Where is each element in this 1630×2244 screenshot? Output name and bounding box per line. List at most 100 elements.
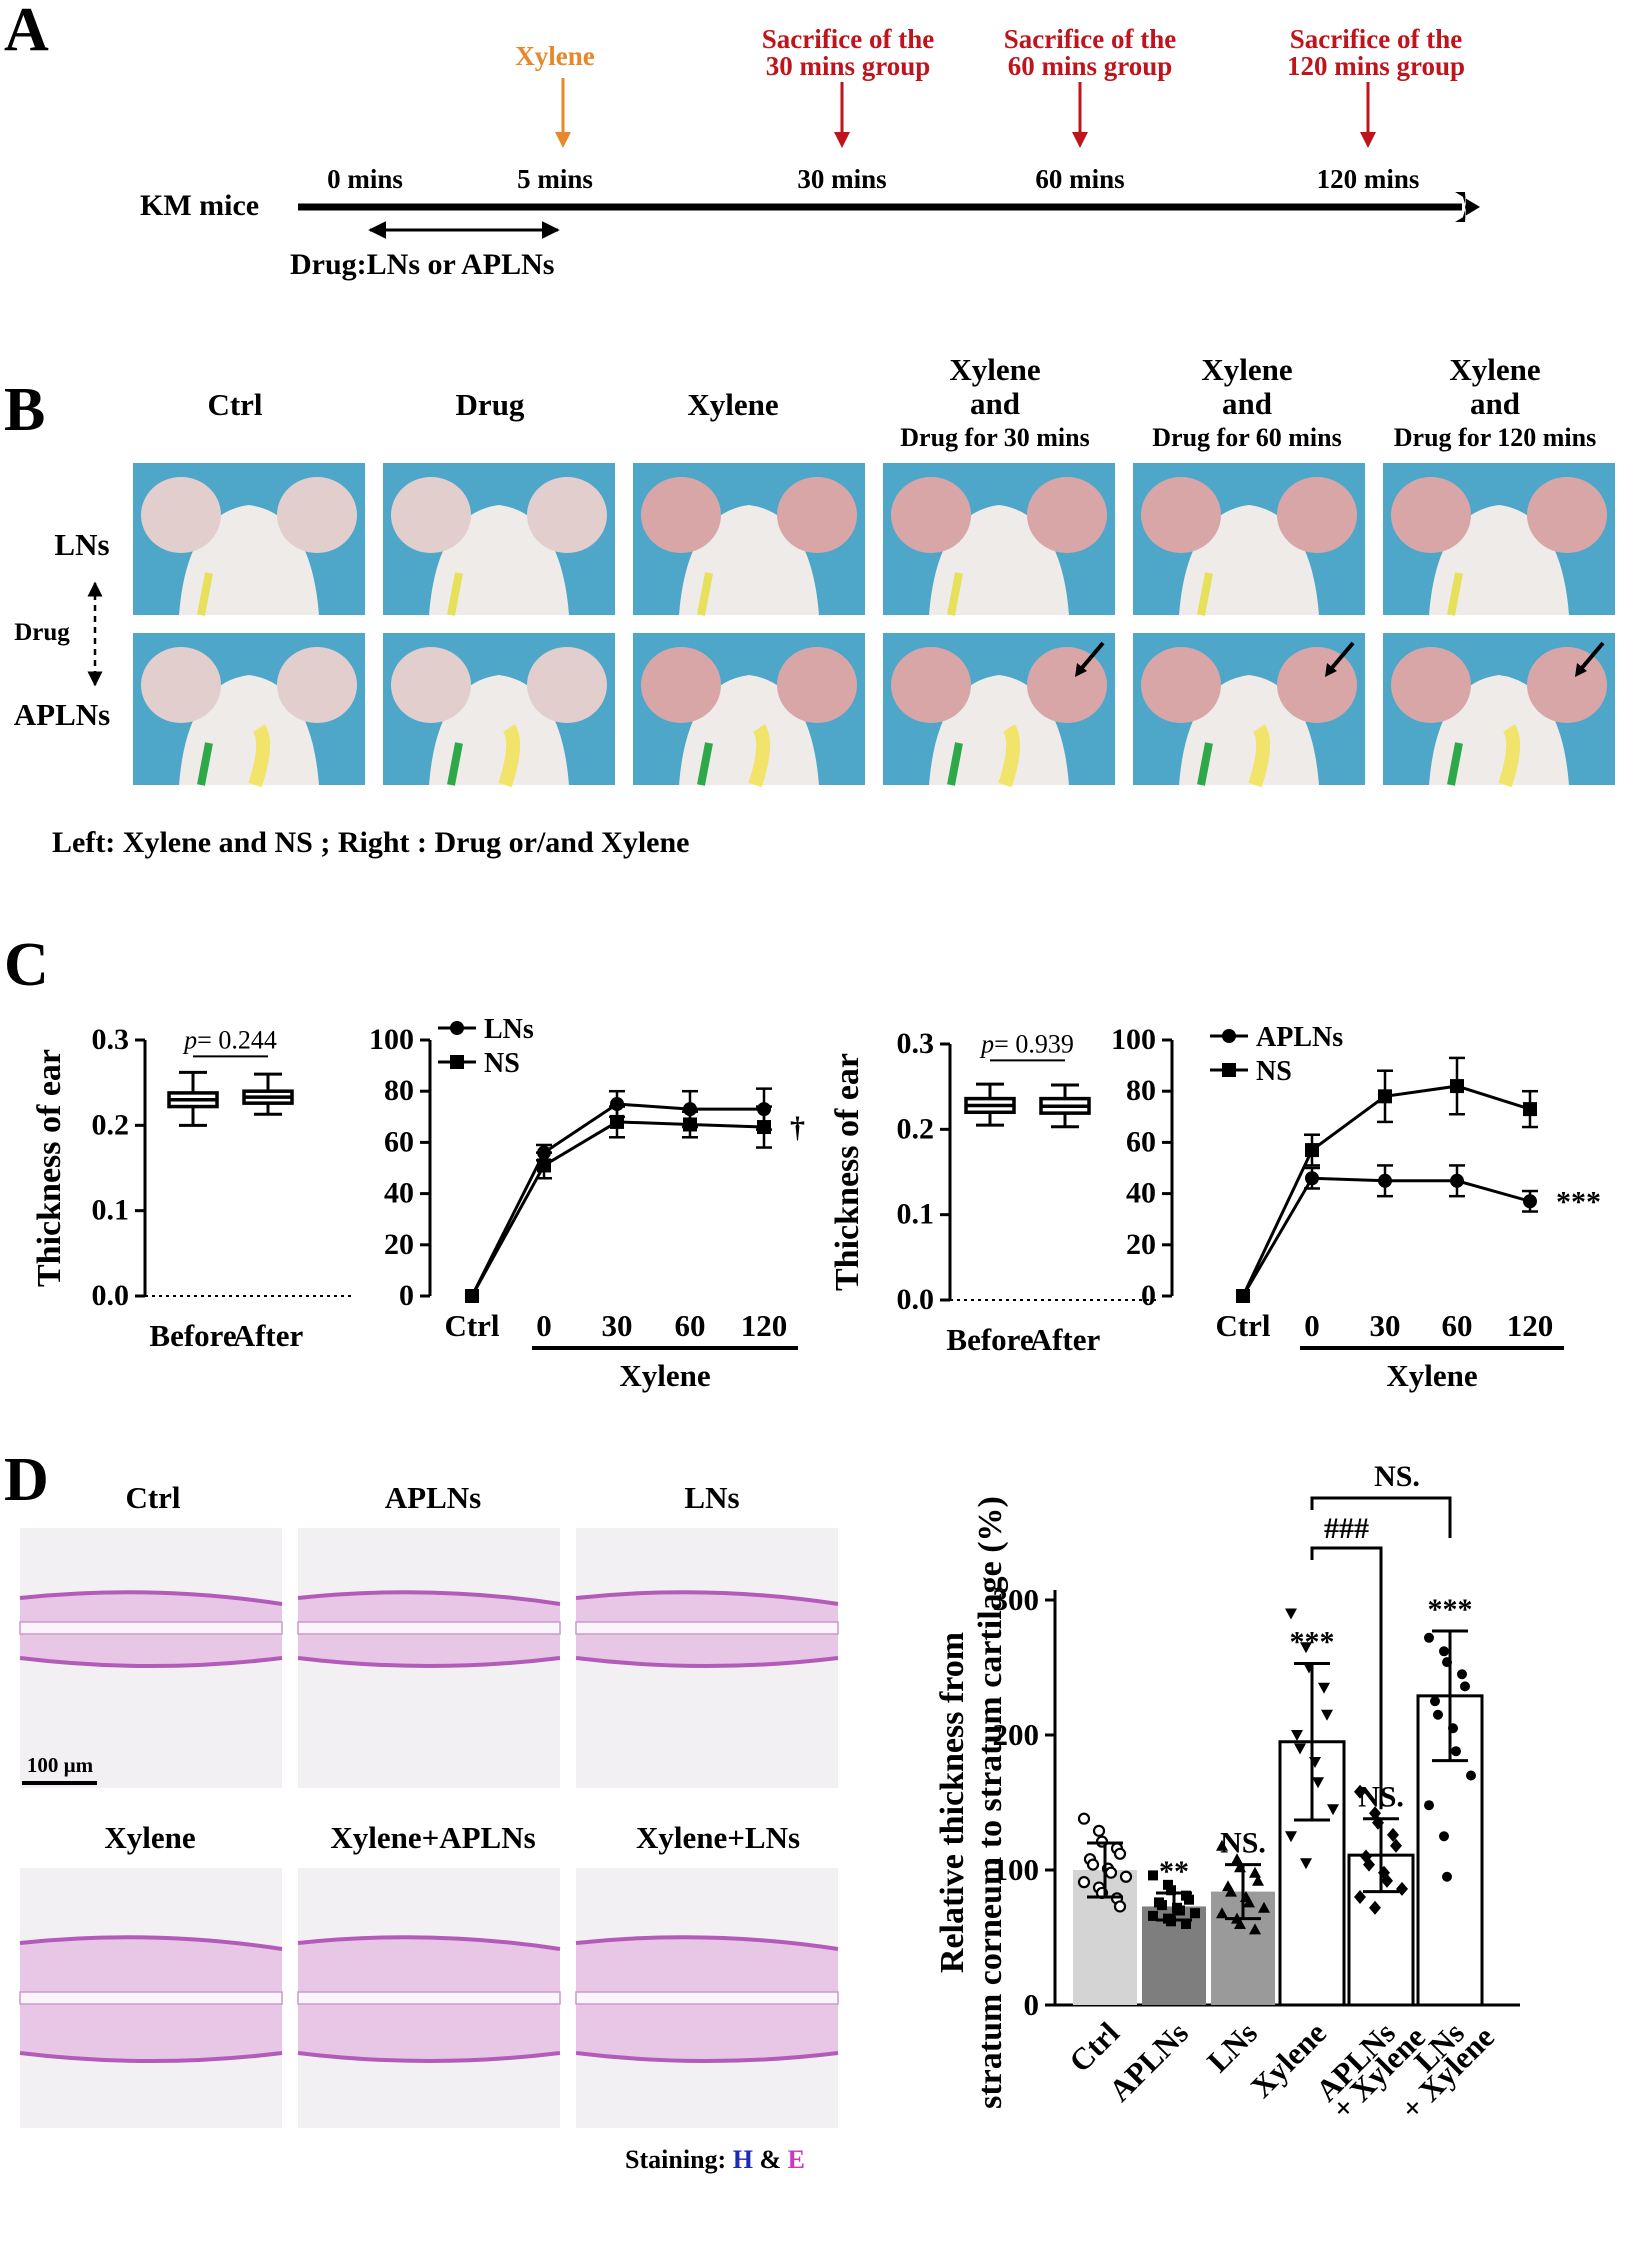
data-point (1234, 1918, 1246, 1929)
data-point (1249, 1866, 1261, 1878)
right-ear (277, 477, 357, 553)
legend-label: NS (1256, 1056, 1292, 1087)
data-point (1092, 1824, 1106, 1837)
col-header-120-line1: Xylene (1449, 352, 1540, 387)
x-tick-label: APLNs (1102, 2015, 1195, 2108)
data-point (1285, 1608, 1297, 1620)
col-header-30-line3: Drug for 30 mins (900, 423, 1089, 452)
dye-mark (947, 742, 963, 786)
data-point (1119, 1870, 1133, 1883)
data-point (1327, 1804, 1339, 1816)
cartilage-layer (19, 1621, 283, 1635)
col-header-60-line2: and (1222, 386, 1272, 421)
right-ear (1277, 647, 1357, 723)
histology-image-r1-c1 (297, 1868, 561, 2128)
significance-label: ** (1159, 1855, 1189, 1888)
data-point (1390, 1838, 1402, 1853)
panel-letter-a: A (4, 0, 49, 64)
epidermis-bottom (19, 2051, 283, 2063)
timeline-tick-60: 60 mins (1035, 164, 1124, 194)
timeline-tick-30: 30 mins (797, 164, 886, 194)
bar-group-2 (1211, 1839, 1275, 2005)
data-point (1300, 1858, 1312, 1870)
bar-group-1 (1142, 1870, 1206, 2005)
data-point (683, 1117, 697, 1132)
panel-letter-d: D (4, 1446, 49, 1514)
data-point (1378, 1173, 1392, 1188)
y-axis-title: Thickness of ear (829, 1053, 866, 1291)
bar-group-5 (1416, 1629, 1484, 2007)
y-tick-label: 0.0 (92, 1279, 130, 1312)
data-point (1113, 1900, 1127, 1913)
right-ear (777, 477, 857, 553)
box-after (242, 1072, 294, 1116)
y-tick-label: 60 (384, 1125, 414, 1158)
right-ear (1527, 477, 1607, 553)
y-axis-title-line2: stratum corneum to stratum cartilage (%) (972, 1496, 1009, 2109)
significance-marker: *** (1556, 1185, 1601, 1218)
y-tick-label: 60 (1126, 1125, 1156, 1158)
epidermis-top (19, 1590, 283, 1606)
legend-marker (450, 1055, 464, 1069)
data-point (1321, 1709, 1333, 1721)
epidermis-top (297, 1590, 561, 1606)
sacrifice-60-line2: 60 mins group (1008, 51, 1173, 81)
data-point (1442, 1871, 1452, 1882)
y-tick-label: 300 (993, 1582, 1040, 1617)
panel-letter-b: B (4, 376, 45, 444)
significance-label: NS. (1220, 1827, 1266, 1860)
histology-image-grid (19, 1528, 839, 2128)
data-point (537, 1158, 551, 1173)
right-ear (1277, 477, 1357, 553)
y-tick-label: 100 (1111, 1023, 1156, 1056)
p-value: = 0.939 (994, 1029, 1074, 1058)
data-point (1523, 1102, 1537, 1117)
mouse-photo-r1-c4 (1133, 633, 1365, 788)
epidermis-bottom (297, 2051, 561, 2063)
data-point (1318, 1682, 1330, 1694)
data-point (1439, 1646, 1449, 1657)
data-point (1216, 1907, 1228, 1919)
y-tick-label: 40 (384, 1177, 414, 1210)
data-point (1113, 1847, 1127, 1860)
left-ear (641, 477, 721, 553)
mouse-photo-r0-c4 (1133, 463, 1365, 616)
sacrifice-30-line2: 30 mins group (766, 51, 931, 81)
histo-label-ctrl: Ctrl (125, 1480, 180, 1515)
epidermis-top (297, 1935, 561, 1951)
row-label-aplns: APLNs (14, 697, 110, 732)
x-tick-label: Ctrl (444, 1308, 499, 1343)
col-header-60-line3: Drug for 60 mins (1152, 423, 1341, 452)
ear-arrowhead (1575, 663, 1587, 677)
col-header-60-line1: Xylene (1201, 352, 1292, 387)
xylene-marker-label: Xylene (515, 41, 595, 71)
x-tick-label: 30 (1370, 1308, 1401, 1343)
data-point (1258, 1901, 1270, 1913)
staining-prefix: Staining: (625, 2145, 733, 2174)
yellow-dye (998, 724, 1021, 788)
data-point (1363, 1857, 1375, 1872)
left-ear (391, 647, 471, 723)
x-tick-label: 0 (536, 1308, 552, 1343)
timeline-arrowhead (1455, 192, 1480, 222)
data-point (757, 1120, 771, 1135)
left-ear (141, 477, 221, 553)
data-point (1077, 1812, 1091, 1825)
histo-label-aplns: APLNs (385, 1480, 481, 1515)
epidermis-top (575, 1590, 839, 1606)
y-axis-title: Thickness of ear (31, 1049, 68, 1287)
mouse-photo-grid (133, 463, 1615, 788)
data-point (1381, 1873, 1393, 1888)
y-tick-label: 0 (399, 1279, 414, 1312)
bar-group-4 (1347, 1784, 1415, 2007)
series-ns (1236, 1056, 1538, 1303)
data-point (1460, 1681, 1470, 1692)
x-tick-label: 30 (602, 1308, 633, 1343)
data-point (1305, 1143, 1319, 1158)
data-point (1450, 1173, 1464, 1188)
dye-mark (197, 572, 213, 616)
data-point (1387, 1827, 1399, 1842)
data-point (1285, 1831, 1297, 1843)
